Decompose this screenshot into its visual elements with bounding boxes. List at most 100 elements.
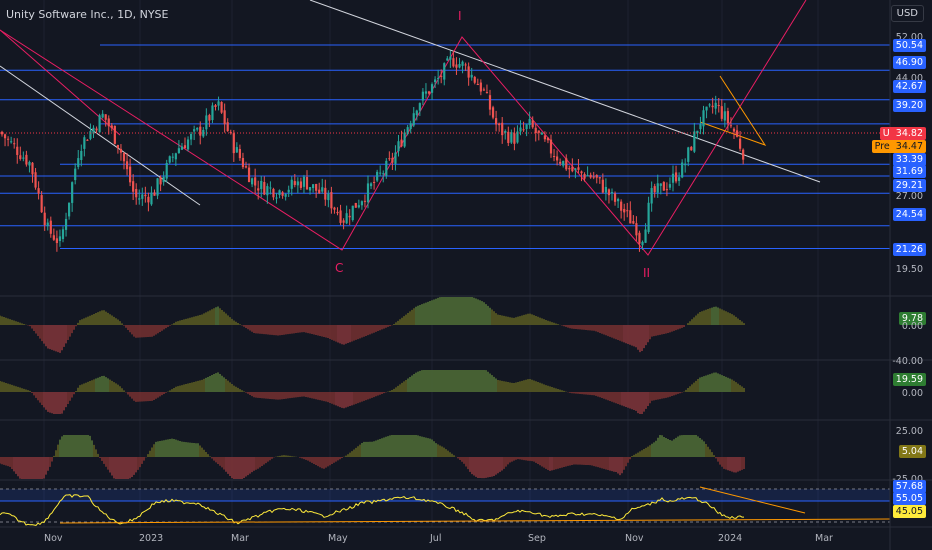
candle-body — [25, 154, 28, 165]
candle-body — [260, 180, 263, 190]
candle-body — [607, 189, 611, 196]
candle-body — [720, 106, 723, 119]
candle-body — [68, 202, 71, 217]
falling-wedge[interactable] — [699, 75, 767, 146]
time-label: Nov — [625, 533, 644, 544]
premarket-badge: Pre 34.47 — [871, 140, 926, 153]
wave-label-bottom: II — [643, 266, 651, 280]
candle-body — [705, 106, 708, 111]
candle-body — [101, 113, 104, 118]
candle-body — [617, 198, 620, 202]
indicator-pane-rsi[interactable] — [0, 486, 891, 526]
indicator-2-zero: 0.00 — [901, 388, 923, 399]
candle-body — [83, 137, 86, 149]
candle-body — [546, 137, 550, 141]
level-label: 42.67 — [892, 80, 926, 93]
wave-label-c: C — [335, 261, 344, 275]
candle-body — [251, 178, 254, 185]
candle-body — [266, 186, 269, 196]
candle-body — [52, 235, 55, 240]
candle-body — [525, 124, 528, 130]
indicator-pane-2[interactable] — [0, 370, 745, 414]
time-label: Jul — [430, 533, 442, 544]
candle-body — [534, 127, 537, 133]
symbol-title[interactable]: Unity Software Inc., 1D, NYSE — [6, 8, 169, 21]
candle-body — [400, 139, 403, 147]
candle-body — [229, 131, 232, 133]
candle-body — [580, 171, 583, 174]
candle-body — [412, 113, 415, 126]
candle-body — [671, 173, 675, 183]
candle-body — [702, 110, 705, 127]
candle-body — [49, 220, 52, 234]
candle-body — [369, 183, 373, 187]
premarket-prefix: Pre — [874, 141, 890, 152]
candle-body — [568, 168, 571, 170]
candle-body — [437, 77, 440, 79]
candle-body — [199, 126, 202, 136]
candle-body — [376, 171, 379, 181]
candle-body — [171, 156, 174, 158]
candle-body — [540, 132, 543, 135]
candle-body — [708, 104, 711, 106]
indicator-2-value: 19.59 — [892, 373, 926, 386]
indicator-pane-1[interactable] — [0, 297, 745, 353]
candle-body — [665, 189, 668, 191]
candle-body — [226, 122, 229, 132]
time-label: Sep — [528, 533, 546, 544]
candle-body — [193, 129, 196, 132]
candle-body — [74, 168, 77, 181]
candle-body — [681, 162, 684, 178]
candle-body — [16, 146, 19, 155]
candle-body — [77, 158, 80, 167]
candle-body — [577, 167, 580, 170]
candle-body — [104, 114, 107, 120]
time-label: 2024 — [718, 533, 743, 544]
candle-body — [180, 146, 184, 150]
candle-body — [613, 193, 617, 202]
candle-body — [177, 148, 180, 153]
candle-body — [687, 147, 690, 162]
currency-button[interactable]: USD — [890, 5, 924, 22]
candle-body — [217, 101, 220, 106]
candle-body — [516, 131, 519, 143]
candle-body — [315, 183, 318, 191]
candle-body — [13, 143, 16, 145]
indicator-pane-3[interactable] — [0, 435, 745, 479]
candle-body — [55, 238, 58, 244]
candle-body — [3, 134, 7, 139]
level-label: 24.54 — [892, 208, 926, 221]
candle-body — [491, 107, 495, 118]
rsi-band — [0, 489, 890, 501]
candle-body — [656, 183, 659, 193]
trendline-upper-long[interactable] — [309, 0, 821, 183]
candle-body — [284, 194, 287, 197]
symbol-prefix: U — [882, 128, 890, 139]
candle-body — [186, 139, 190, 150]
candle-body — [403, 132, 406, 147]
level-label: 21.26 — [892, 243, 926, 256]
candle-body — [144, 194, 147, 197]
candle-body — [571, 166, 574, 172]
candle-body — [735, 130, 739, 137]
time-label: May — [328, 533, 348, 544]
candle-body — [595, 174, 598, 178]
level-label: 46.90 — [892, 56, 926, 69]
candle-body — [119, 148, 123, 153]
level-label: 31.69 — [892, 165, 926, 178]
candle-body — [623, 208, 626, 213]
candle-body — [113, 125, 116, 144]
candle-body — [135, 189, 138, 198]
candle-body — [610, 191, 614, 194]
wave-channel[interactable] — [0, 0, 807, 256]
candle-body — [723, 111, 726, 121]
candle-body — [732, 128, 736, 132]
rsi-support-line — [59, 518, 891, 524]
candle-body — [699, 124, 702, 130]
candle-body — [168, 156, 171, 163]
candle-body — [409, 123, 412, 130]
candle-body — [360, 201, 363, 206]
candle-body — [531, 120, 534, 128]
candle-body — [638, 232, 641, 244]
